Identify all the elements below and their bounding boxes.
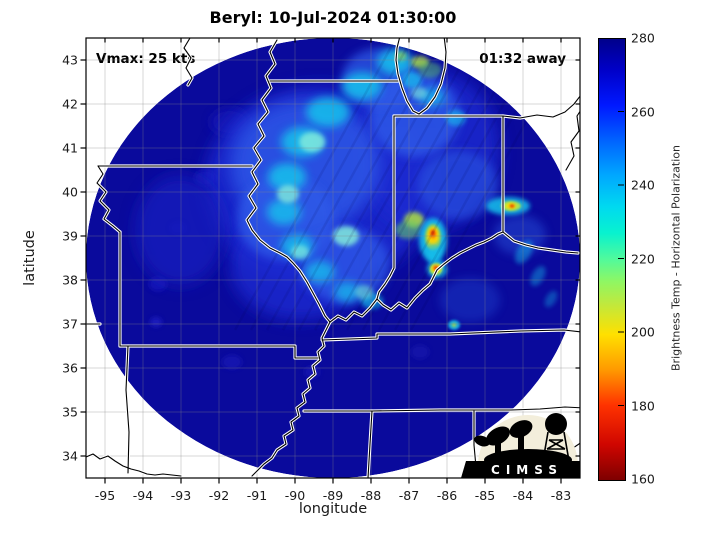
y-tick-label: 41: [62, 140, 78, 156]
x-tick-label: -89: [322, 488, 344, 503]
x-tick-label: -86: [436, 488, 458, 503]
water-tower-icon: [542, 431, 570, 462]
x-axis-label: longitude: [298, 501, 368, 517]
cimss-logo: CIMSS: [461, 413, 580, 478]
x-tick-label: -84: [512, 488, 534, 503]
y-tick-label: 43: [62, 52, 78, 68]
y-tick-label: 34: [62, 448, 78, 464]
y-tick-label: 39: [62, 228, 78, 244]
grid-lines: [86, 38, 580, 478]
y-tick-label: 38: [62, 272, 78, 288]
colorbar-tick-label: 220: [631, 251, 655, 266]
cimss-logo-text: CIMSS: [491, 463, 563, 477]
vmax-annotation: Vmax: 25 kts: [96, 51, 196, 67]
y-tick-label: 37: [62, 316, 78, 332]
x-tick-label: -85: [474, 488, 496, 503]
x-tick-label: -83: [550, 488, 572, 503]
x-tick-label: -88: [360, 488, 382, 503]
colorbar-tick-label: 280: [631, 30, 655, 46]
y-tick-label: 35: [62, 404, 78, 420]
colorbar-tick-label: 240: [631, 177, 655, 193]
colorbar-tick-label: 160: [631, 471, 655, 487]
colorbar-tick-label: 200: [631, 324, 655, 340]
x-tick-label: -91: [246, 488, 268, 503]
plot-title: Beryl: 10-Jul-2024 01:30:00: [209, 8, 457, 27]
x-tick-label: -92: [208, 488, 230, 503]
colorbar-tick-label: 180: [631, 398, 655, 413]
y-tick-label: 40: [62, 184, 78, 200]
y-tick-label: 36: [62, 360, 78, 376]
y-tick-label: 42: [62, 96, 78, 112]
x-tick-label: -93: [170, 488, 192, 503]
lake-michigan-outline: [395, 38, 447, 115]
x-tick-label: -95: [94, 488, 116, 503]
x-tick-label: -87: [398, 488, 420, 503]
state-borders: [86, 38, 580, 478]
colorbar-tick-label: 260: [631, 104, 655, 119]
axis-ticks: [80, 38, 580, 484]
colorbar-ticks: [618, 111, 624, 406]
x-tick-label: -90: [284, 488, 306, 503]
x-tick-label: -94: [132, 488, 154, 503]
eta-annotation: 01:32 away: [479, 51, 566, 67]
